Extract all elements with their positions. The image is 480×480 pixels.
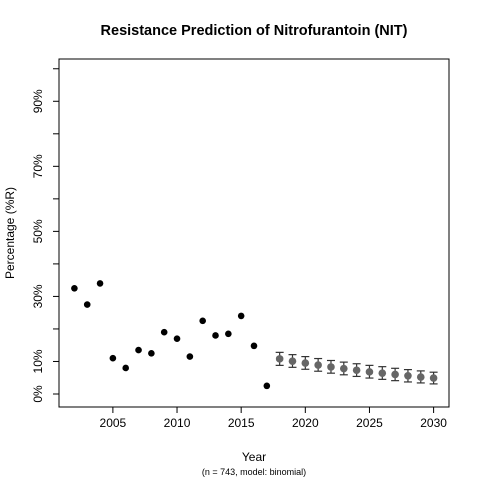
predicted-point: [430, 374, 438, 382]
observed-point: [148, 350, 155, 357]
observed-point: [84, 301, 91, 308]
observed-point: [161, 329, 168, 336]
x-tick-label: 2005: [100, 416, 127, 430]
predicted-point: [314, 361, 322, 369]
observed-point: [135, 347, 142, 354]
x-tick-label: 2025: [356, 416, 383, 430]
predicted-point: [289, 357, 297, 365]
predicted-point: [391, 371, 399, 379]
observed-point: [212, 332, 219, 339]
predicted-point: [366, 368, 374, 376]
predicted-point: [378, 369, 386, 377]
x-tick-label: 2020: [292, 416, 319, 430]
y-axis: 0% 10% 30% 50% 70% 90%: [31, 69, 59, 403]
chart-title: Resistance Prediction of Nitrofurantoin …: [101, 23, 408, 39]
observed-point: [251, 343, 258, 350]
observed-point: [71, 285, 78, 292]
predicted-point: [417, 373, 425, 381]
observed-point: [199, 318, 206, 325]
predicted-point: [276, 355, 284, 363]
y-tick-label: 10%: [31, 349, 45, 373]
observed-point: [122, 365, 129, 372]
y-tick-label: 50%: [31, 219, 45, 243]
y-axis-label: Percentage (%R): [3, 187, 17, 279]
x-axis: 2005 2010 2015 2020 2025 2030: [100, 407, 448, 430]
y-tick-label: 30%: [31, 284, 45, 308]
plot-frame: [59, 59, 449, 407]
x-tick-label: 2030: [420, 416, 447, 430]
observed-point: [110, 355, 117, 362]
predicted-point: [404, 372, 412, 380]
chart-caption: (n = 743, model: binomial): [202, 467, 306, 477]
y-tick-label: 90%: [31, 89, 45, 113]
observed-point: [225, 331, 232, 338]
y-tick-label: 70%: [31, 154, 45, 178]
observed-point: [97, 280, 104, 287]
observed-point: [238, 313, 245, 320]
predicted-point: [327, 363, 335, 371]
observed-point: [264, 383, 271, 390]
predicted-series: [276, 352, 438, 384]
observed-point: [187, 353, 194, 360]
observed-point: [174, 335, 181, 342]
predicted-point: [340, 365, 348, 373]
y-tick-label: 0%: [31, 385, 45, 403]
x-tick-label: 2015: [228, 416, 255, 430]
predicted-point: [353, 366, 361, 374]
x-tick-label: 2010: [164, 416, 191, 430]
x-axis-label: Year: [242, 450, 266, 464]
predicted-point: [302, 359, 310, 367]
observed-series: [71, 280, 270, 389]
